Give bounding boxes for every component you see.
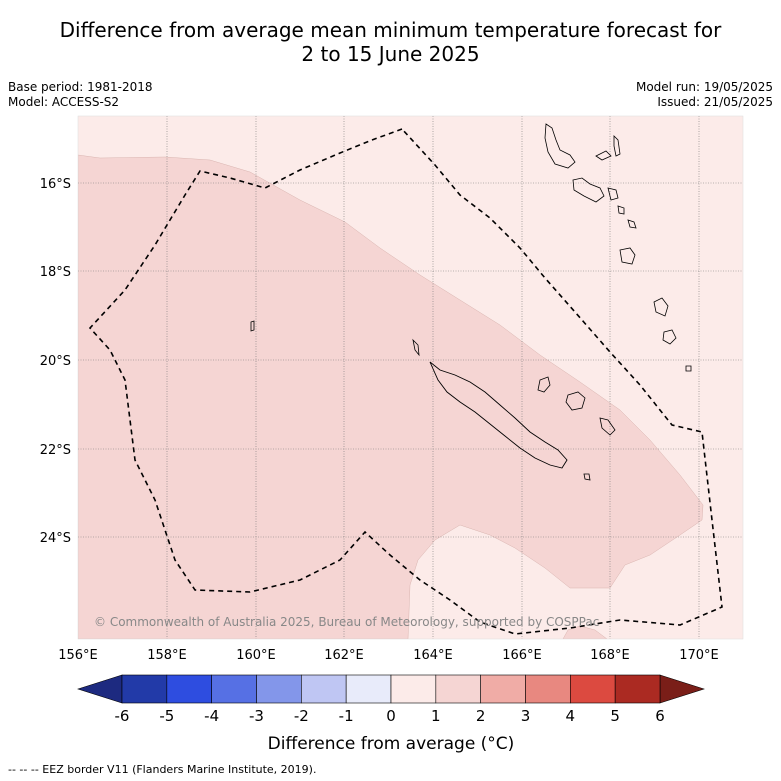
colorbar-segment	[614, 674, 661, 704]
belep-islands	[412, 338, 420, 357]
tanna-island	[662, 329, 677, 345]
colorbar-tick-label: -4	[204, 707, 219, 725]
colorbar-segments	[121, 674, 661, 704]
lon-label-158e: 158°E	[147, 648, 187, 663]
anomaly-region-1-2-lobe	[562, 625, 608, 639]
title-line-2: 2 to 15 June 2025	[301, 42, 480, 66]
colorbar-tick-label: 5	[610, 707, 620, 725]
colorbar-tick-label: 6	[655, 707, 665, 725]
meta-left: Base period: 1981-2018 Model: ACCESS-S2	[8, 80, 153, 110]
isle-of-pines	[583, 473, 591, 481]
erromango-island	[653, 297, 669, 317]
new-caledonia-island	[429, 361, 568, 469]
colorbar-segment	[166, 674, 212, 704]
eez-border	[88, 128, 723, 635]
lon-label-156e: 156°E	[58, 648, 98, 663]
model-run: Model run: 19/05/2025	[635, 80, 773, 94]
lat-label-18s: 18°S	[40, 265, 71, 280]
colorbar-tick-label: -1	[339, 707, 354, 725]
lon-label-160e: 160°E	[236, 648, 276, 663]
lat-label-16s: 16°S	[40, 177, 71, 192]
map-area	[78, 116, 743, 639]
map-title: Difference from average mean minimum tem…	[0, 18, 781, 66]
copyright-text: © Commonwealth of Australia 2025, Bureau…	[94, 615, 599, 629]
lon-label-166e: 166°E	[502, 648, 542, 663]
issued-date: Issued: 21/05/2025	[657, 95, 773, 109]
lat-labels: 16°S 18°S 20°S 22°S 24°S	[40, 177, 71, 546]
colorbar-segment	[301, 674, 347, 704]
colorbar-segment	[345, 674, 392, 704]
colorbar-tick-label: 0	[386, 707, 396, 725]
title-line-1: Difference from average mean minimum tem…	[59, 18, 722, 42]
lat-label-20s: 20°S	[40, 354, 71, 369]
graticule	[78, 116, 743, 639]
colorbar-segment	[435, 674, 481, 704]
lon-label-170e: 170°E	[679, 648, 719, 663]
lat-label-24s: 24°S	[40, 531, 71, 546]
base-period: Base period: 1981-2018	[8, 80, 153, 94]
colorbar-tick-label: -6	[115, 707, 130, 725]
ambrym-island	[607, 187, 619, 201]
map-frame	[77, 115, 744, 640]
model-name: Model: ACCESS-S2	[8, 95, 120, 109]
colorbar-extend-high	[659, 674, 705, 704]
mare-island	[565, 391, 586, 411]
colorbar-tick-labels: -6 -5 -4 -3 -2 -1 0 1 2 3 4 5 6	[115, 707, 665, 725]
colorbar-tick-label: 4	[566, 707, 576, 725]
aneityum-island	[685, 365, 692, 372]
lifou-island	[537, 376, 551, 393]
colorbar-segment	[570, 674, 616, 704]
colorbar-segment	[121, 674, 168, 704]
colorbar-extend-low	[77, 674, 123, 704]
loyalty-island	[599, 417, 616, 436]
lon-label-168e: 168°E	[590, 648, 630, 663]
colorbar-tick-label: -5	[159, 707, 174, 725]
espiritu-santo-island	[544, 123, 576, 169]
eez-legend-note: -- -- -- EEZ border V11 (Flanders Marine…	[8, 763, 317, 776]
malekula-island	[572, 177, 605, 203]
colorbar-tick-label: -2	[294, 707, 309, 725]
anomaly-region-1-2	[78, 154, 704, 639]
lat-label-22s: 22°S	[40, 443, 71, 458]
colorbar-segment	[480, 674, 526, 704]
colorbar-segment	[390, 674, 437, 704]
colorbar-segment	[256, 674, 302, 704]
efate-island	[619, 247, 636, 265]
colorbar-segment	[525, 674, 571, 704]
colorbar-label: Difference from average (°C)	[268, 734, 515, 754]
meta-right: Model run: 19/05/2025 Issued: 21/05/2025	[636, 80, 773, 110]
colorbar-tick-label: 2	[476, 707, 486, 725]
colorbar-tick-label: 3	[521, 707, 531, 725]
chesterfield-islet	[250, 320, 255, 332]
lon-labels: 156°E 158°E 160°E 162°E 164°E 166°E 168°…	[58, 648, 719, 663]
colorbar: -6 -5 -4 -3 -2 -1 0 1 2 3 4 5 6	[77, 674, 705, 725]
maewo-island	[595, 150, 612, 161]
colorbar-tick-label: 1	[431, 707, 441, 725]
lon-label-162e: 162°E	[324, 648, 364, 663]
lon-label-164e: 164°E	[413, 648, 453, 663]
shepherd-island	[627, 219, 637, 229]
colorbar-tick-label: -3	[249, 707, 264, 725]
pentecost-island	[613, 135, 621, 157]
colorbar-segment	[211, 674, 257, 704]
epi-island	[617, 205, 625, 215]
